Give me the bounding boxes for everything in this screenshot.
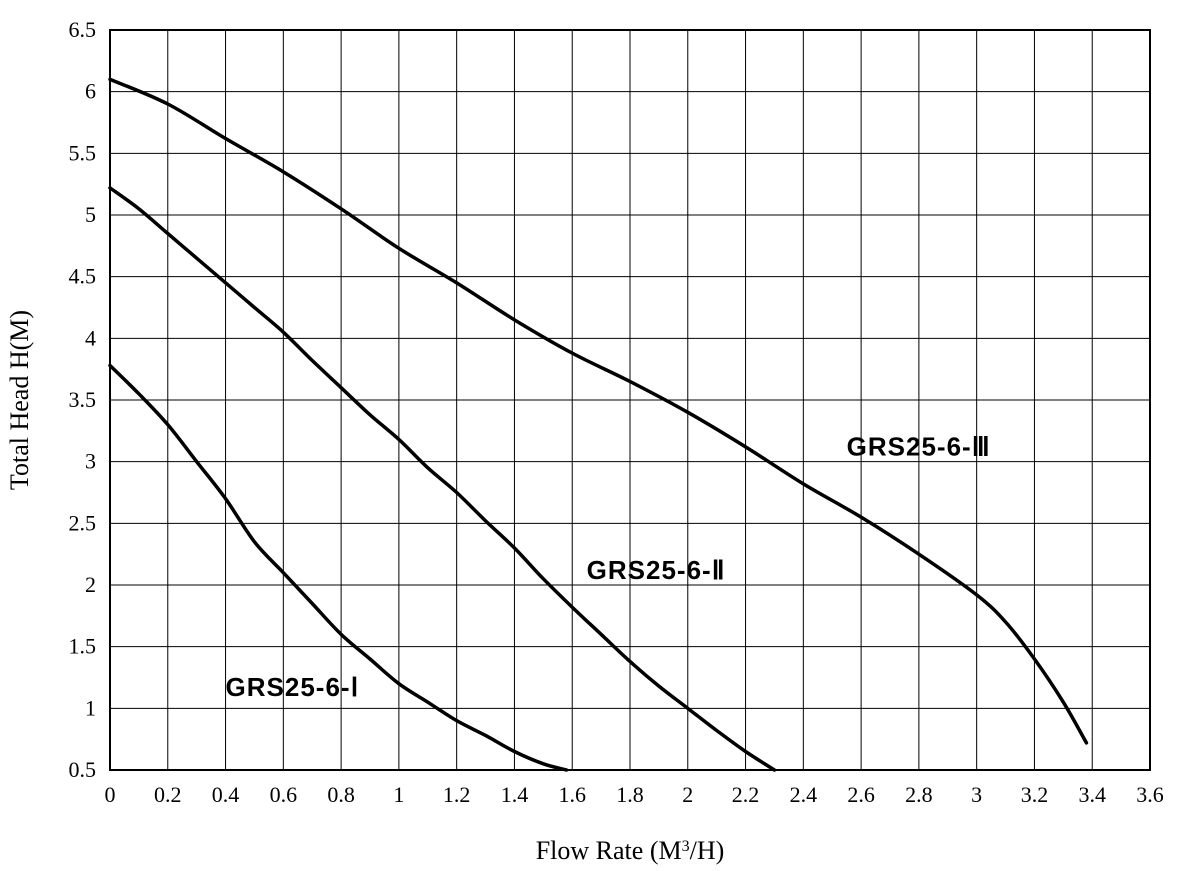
x-tick-label: 1.2 <box>443 782 471 807</box>
pump-curve-chart: 0 0.2 0.4 0.6 0.8 1 1.2 1.4 1.6 1.8 2 2.2 2.4 2.6 2.8 3… <box>0 0 1177 871</box>
x-tick-label: 2.2 <box>732 782 760 807</box>
x-tick-label: 2.6 <box>847 782 875 807</box>
x-tick-label: 2.4 <box>790 782 818 807</box>
x-tick-label: 0.2 <box>154 782 182 807</box>
y-tick-label: 2 <box>85 572 96 597</box>
x-tick-label: 2 <box>682 782 693 807</box>
y-tick-label: 2.5 <box>69 510 97 535</box>
y-tick-label: 6.5 <box>69 17 97 42</box>
x-axis-label: Flow Rate (M3/H) <box>536 836 725 865</box>
x-tick-label: 0 <box>105 782 116 807</box>
y-tick-label: 4 <box>85 325 96 350</box>
series-label: GRS25-6-Ⅱ <box>587 555 726 585</box>
x-tick-label: 1.8 <box>616 782 644 807</box>
y-tick-label: 3.5 <box>69 387 97 412</box>
x-tick-label: 1 <box>393 782 404 807</box>
y-tick-label: 5 <box>85 202 96 227</box>
y-axis-label: Total Head H(M) <box>5 310 34 490</box>
x-tick-label: 2.8 <box>905 782 933 807</box>
x-tick-label: 3.4 <box>1078 782 1106 807</box>
chart-svg: 0 0.2 0.4 0.6 0.8 1 1.2 1.4 1.6 1.8 2 2.2 2.4 2.6 2.8 3… <box>0 0 1177 871</box>
y-tick-label: 5.5 <box>69 140 97 165</box>
x-tick-label: 0.6 <box>270 782 298 807</box>
y-tick-label: 3 <box>85 449 96 474</box>
x-tick-label: 3 <box>971 782 982 807</box>
y-tick-label: 0.5 <box>69 757 97 782</box>
y-tick-label: 1 <box>85 695 96 720</box>
x-tick-label: 1.6 <box>558 782 586 807</box>
y-tick-label: 6 <box>85 79 96 104</box>
series-label: GRS25-6-Ⅰ <box>226 672 360 702</box>
x-tick-label: 3.6 <box>1136 782 1164 807</box>
series-label: GRS25-6-Ⅲ <box>847 432 991 462</box>
y-tick-label: 4.5 <box>69 264 97 289</box>
x-tick-label: 0.8 <box>327 782 355 807</box>
x-tick-label: 0.4 <box>212 782 240 807</box>
y-tick-label: 1.5 <box>69 634 97 659</box>
x-tick-label: 3.2 <box>1021 782 1049 807</box>
x-tick-label: 1.4 <box>501 782 529 807</box>
